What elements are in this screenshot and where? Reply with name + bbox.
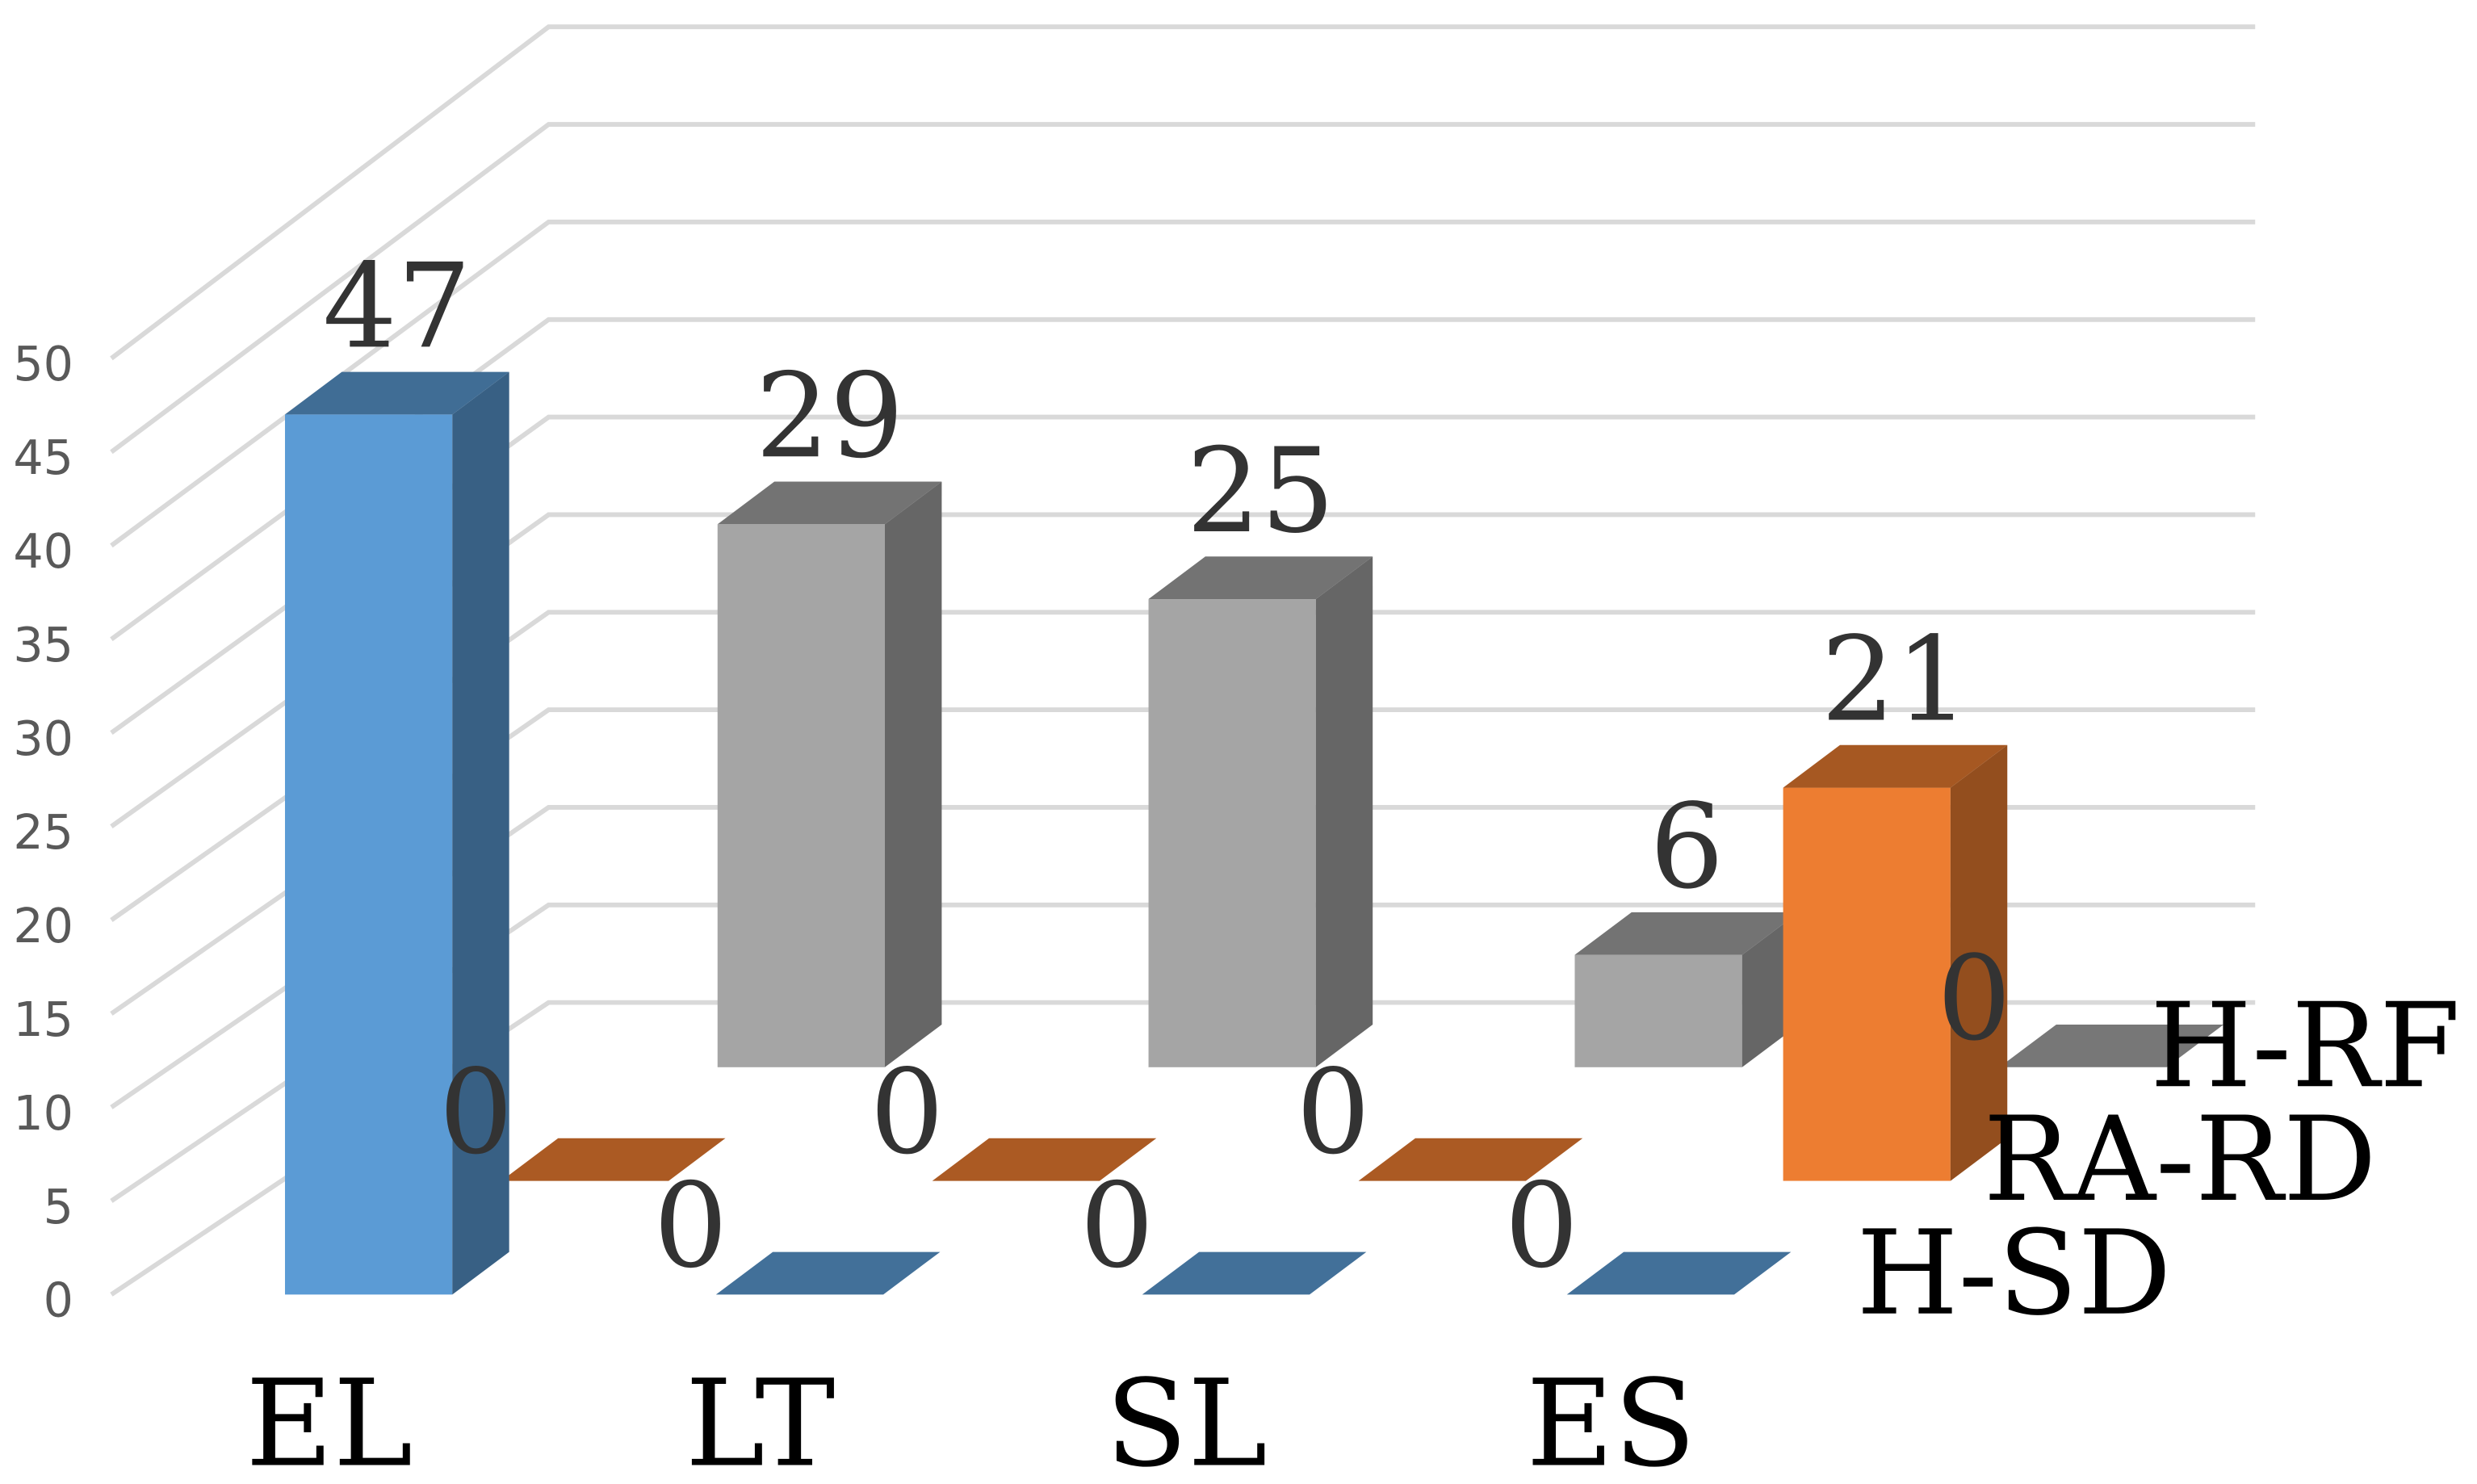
category-label-sl: SL <box>1105 1355 1267 1484</box>
bar-front-face <box>284 414 453 1295</box>
bars <box>284 371 2224 1295</box>
bar-top-face <box>1999 1025 2224 1067</box>
gridline <box>110 512 2256 828</box>
bar-ra-rd-lt <box>932 1138 1157 1181</box>
bar-ra-rd-sl <box>1358 1138 1583 1181</box>
bar-top-face <box>1142 1251 1367 1295</box>
data-label-h-sd-sl: 0 <box>1079 1159 1154 1294</box>
data-label-ra-rd-lt: 0 <box>870 1045 944 1180</box>
gridline <box>110 707 2256 1016</box>
y-tick-label: 10 <box>13 1086 73 1141</box>
bar-h-rf-el <box>717 481 942 1067</box>
gridline <box>110 805 2256 1109</box>
gridline <box>110 317 2256 642</box>
bar-front-face <box>1783 787 1951 1181</box>
bar-top-face <box>1566 1251 1792 1295</box>
bar-ra-rd-es <box>1783 744 2008 1181</box>
bar-h-rf-sl <box>1574 912 1800 1067</box>
category-label-lt: LT <box>685 1355 836 1484</box>
bar-ra-rd-el <box>501 1138 726 1181</box>
series-label-h-rf: H-RF <box>2150 979 2460 1114</box>
bar-top-face <box>1148 556 1373 600</box>
bar-h-sd-el <box>284 371 509 1295</box>
data-label-h-rf-el: 29 <box>756 349 904 484</box>
y-tick-label: 35 <box>13 618 73 673</box>
gridline <box>110 122 2256 455</box>
gridline <box>110 902 2256 1203</box>
data-label-ra-rd-es: 21 <box>1821 613 1969 748</box>
data-label-h-sd-es: 0 <box>1504 1159 1578 1294</box>
y-tick-label: 25 <box>13 805 73 860</box>
data-label-h-rf-es: 0 <box>1937 932 2011 1067</box>
bar-side-face <box>885 481 942 1067</box>
bar-top-face <box>1783 744 2008 788</box>
category-label-es: ES <box>1526 1355 1695 1484</box>
gridline <box>110 219 2256 548</box>
bar-h-rf-es <box>1999 1025 2224 1067</box>
y-tick-label: 0 <box>44 1273 73 1328</box>
bar-top-face <box>1358 1138 1583 1181</box>
gridline <box>110 24 2256 361</box>
bar-h-sd-lt <box>715 1251 941 1295</box>
y-tick-label: 5 <box>44 1180 73 1235</box>
data-label-h-sd-lt: 0 <box>653 1159 727 1294</box>
y-tick-label: 50 <box>13 337 73 392</box>
bar-top-face <box>501 1138 726 1181</box>
bar-top-face <box>715 1251 941 1295</box>
bar-front-face <box>1148 599 1316 1067</box>
gridline <box>110 610 2256 922</box>
data-label-h-rf-sl: 6 <box>1649 780 1724 916</box>
y-tick-label: 15 <box>13 992 73 1047</box>
bar-front-face <box>1574 954 1742 1067</box>
bar-front-face <box>717 524 886 1067</box>
y-tick-label: 20 <box>13 899 73 954</box>
bar-side-face <box>1315 556 1373 1067</box>
y-tick-label: 30 <box>13 711 73 766</box>
series-label-ra-rd: RA-RD <box>1984 1092 2377 1228</box>
bar-side-face <box>1950 744 2008 1181</box>
gridlines <box>110 24 2256 1297</box>
data-label-ra-rd-sl: 0 <box>1296 1045 1370 1180</box>
x-axis: EL LT SL ES <box>245 1355 1695 1484</box>
data-label-ra-rd-el: 0 <box>439 1045 513 1180</box>
category-label-el: EL <box>245 1355 413 1484</box>
bar-h-sd-es <box>1566 1251 1792 1295</box>
bar-side-face <box>452 371 509 1295</box>
data-label-h-sd-el: 47 <box>323 239 472 375</box>
bar-h-rf-lt <box>1148 556 1373 1067</box>
series-label-h-sd: H-SD <box>1856 1206 2171 1342</box>
gridline <box>110 414 2256 736</box>
y-tick-label: 40 <box>13 524 73 579</box>
bar-top-face <box>717 481 942 525</box>
data-label-h-rf-lt: 25 <box>1186 424 1335 560</box>
bar-top-face <box>1574 912 1800 955</box>
bar-top-face <box>932 1138 1157 1181</box>
y-axis: 0 5 10 15 20 25 30 35 40 45 50 <box>13 337 73 1328</box>
y-tick-label: 45 <box>13 430 73 485</box>
bar-h-sd-sl <box>1142 1251 1367 1295</box>
bar-top-face <box>284 371 509 415</box>
